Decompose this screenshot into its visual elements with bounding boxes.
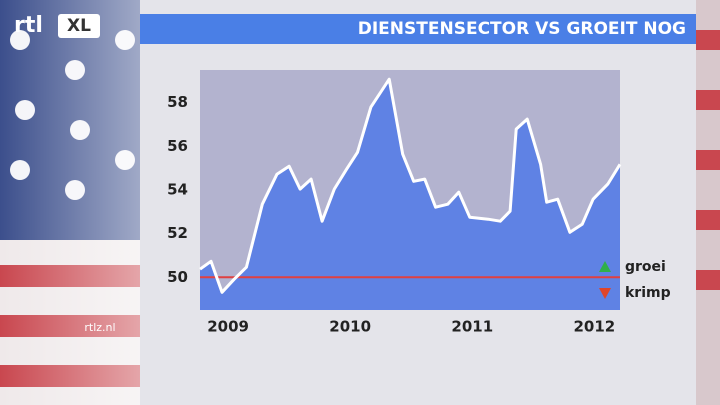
logo-box — [58, 14, 100, 38]
logo-tag: XL — [67, 16, 91, 36]
x-tick-label: 2012 — [573, 318, 615, 336]
x-tick-label: 2009 — [207, 318, 249, 336]
x-tick-label: 2010 — [329, 318, 371, 336]
y-tick-label: 50 — [167, 268, 188, 286]
area — [200, 79, 620, 310]
y-tick-label: 54 — [167, 181, 188, 199]
logo: rtl XL — [14, 13, 100, 38]
y-tick-label: 52 — [167, 224, 188, 242]
legend-label: krimp — [625, 285, 671, 301]
line — [199, 77, 622, 294]
logo-text: rtl — [14, 13, 43, 38]
legend-label: groei — [625, 259, 666, 275]
y-tick-label: 58 — [167, 93, 188, 111]
legend-symbol — [599, 261, 611, 272]
y-tick-label: 56 — [167, 137, 188, 155]
chart-title: DIENSTENSECTOR VS GROEIT NOG — [358, 19, 686, 39]
legend-symbol — [599, 288, 611, 299]
site-label: rtlz.nl — [84, 321, 115, 334]
x-tick-label: 2011 — [451, 318, 493, 336]
